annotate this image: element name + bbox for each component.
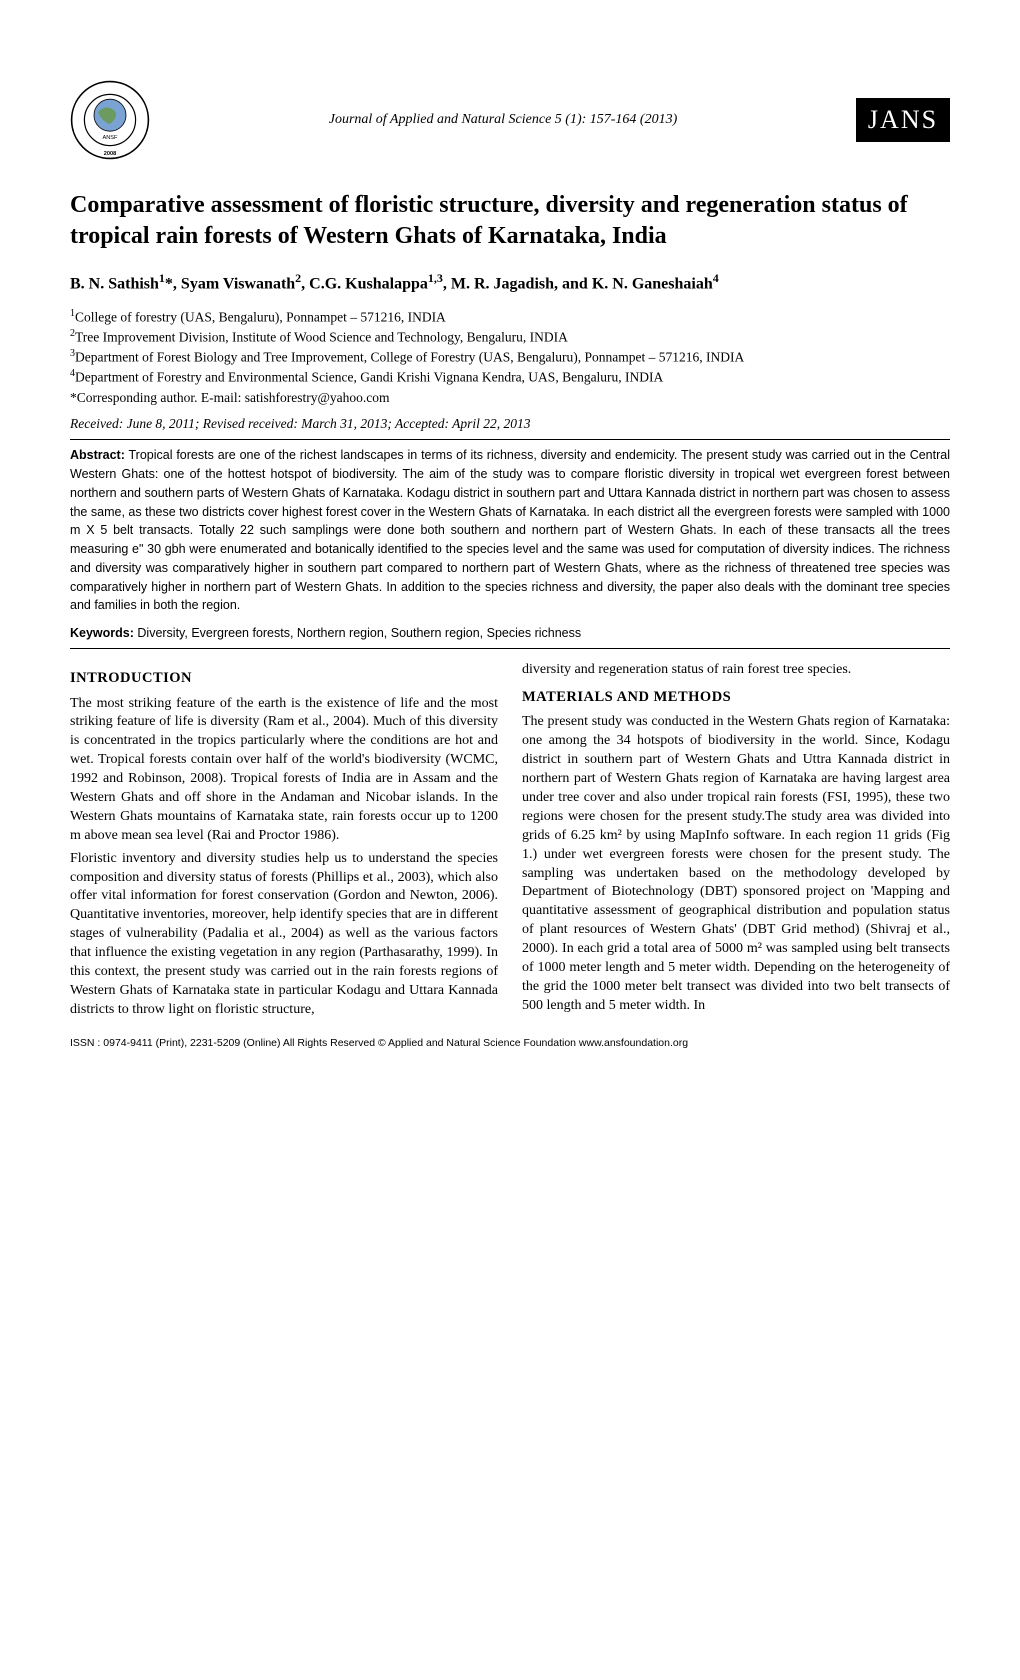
affiliation-3: 3Department of Forest Biology and Tree I… <box>70 347 950 367</box>
body-columns: INTRODUCTION The most striking feature o… <box>70 661 950 1024</box>
keywords-text: Diversity, Evergreen forests, Northern r… <box>137 626 581 640</box>
affiliation-3-text: Department of Forest Biology and Tree Im… <box>75 350 744 365</box>
affiliation-1: 1College of forestry (UAS, Bengaluru), P… <box>70 307 950 327</box>
journal-reference: Journal of Applied and Natural Science 5… <box>329 111 678 130</box>
affiliation-2-text: Tree Improvement Division, Institute of … <box>75 330 568 345</box>
affiliation-4: 4Department of Forestry and Environmenta… <box>70 367 950 387</box>
rule-bottom <box>70 648 950 649</box>
methods-paragraph-1: The present study was conducted in the W… <box>522 713 950 1015</box>
methods-heading: MATERIALS AND METHODS <box>522 688 950 708</box>
column-left: INTRODUCTION The most striking feature o… <box>70 661 498 1024</box>
affiliation-2: 2Tree Improvement Division, Institute of… <box>70 327 950 347</box>
keywords-label: Keywords: <box>70 626 134 640</box>
authors-line: B. N. Sathish1*, Syam Viswanath2, C.G. K… <box>70 270 950 295</box>
corresponding-author: *Corresponding author. E-mail: satishfor… <box>70 388 950 408</box>
article-dates: Received: June 8, 2011; Revised received… <box>70 415 950 433</box>
col2-continuation: diversity and regeneration status of rai… <box>522 661 950 680</box>
affiliations-block: 1College of forestry (UAS, Bengaluru), P… <box>70 307 950 407</box>
affiliation-4-text: Department of Forestry and Environmental… <box>75 370 663 385</box>
intro-paragraph-2: Floristic inventory and diversity studie… <box>70 850 498 1020</box>
article-title: Comparative assessment of floristic stru… <box>70 190 950 252</box>
abstract-label: Abstract: <box>70 448 125 462</box>
introduction-heading: INTRODUCTION <box>70 669 498 689</box>
rule-top <box>70 439 950 440</box>
jans-logo: JANS <box>856 98 950 142</box>
intro-paragraph-1: The most striking feature of the earth i… <box>70 695 498 846</box>
keywords-line: Keywords: Diversity, Evergreen forests, … <box>70 625 950 642</box>
affiliation-1-text: College of forestry (UAS, Bengaluru), Po… <box>75 310 446 325</box>
abstract-block: Abstract: Tropical forests are one of th… <box>70 446 950 615</box>
column-right: diversity and regeneration status of rai… <box>522 661 950 1024</box>
header-row: ANSF 2008 Journal of Applied and Natural… <box>70 80 950 160</box>
svg-text:ANSF: ANSF <box>103 135 119 141</box>
issn-footer: ISSN : 0974-9411 (Print), 2231-5209 (Onl… <box>70 1036 950 1050</box>
ansf-logo: ANSF 2008 <box>70 80 150 160</box>
abstract-text: Tropical forests are one of the richest … <box>70 448 950 612</box>
svg-text:2008: 2008 <box>104 151 116 157</box>
